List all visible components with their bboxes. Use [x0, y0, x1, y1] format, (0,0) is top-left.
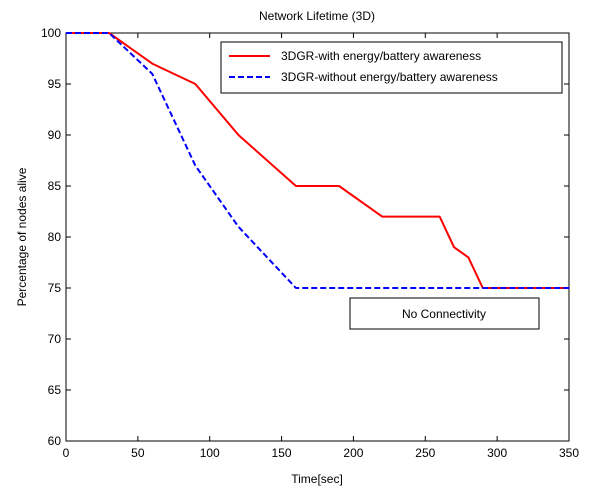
y-tick-label: 80 — [48, 230, 62, 244]
no-connectivity-annotation: No Connectivity — [349, 297, 540, 330]
x-tick-label: 150 — [272, 446, 292, 460]
annotation-box — [349, 297, 540, 330]
x-axis: 0 50 100 150 200 250 300 350 — [63, 33, 579, 460]
y-axis: 60 65 70 75 80 85 90 95 100 — [41, 26, 569, 448]
y-axis-title: Percentage of nodes alive — [15, 167, 29, 306]
x-tick-label: 100 — [200, 446, 220, 460]
chart-title: Network Lifetime (3D) — [259, 9, 375, 23]
legend-box — [220, 41, 563, 94]
legend-label-with-awareness: 3DGR-with energy/battery awareness — [281, 49, 481, 63]
x-tick-label: 0 — [63, 446, 70, 460]
y-tick-label: 85 — [48, 179, 62, 193]
series-line-with-awareness — [66, 32, 569, 289]
series-line-without-awareness — [66, 32, 569, 289]
legend: 3DGR-with energy/battery awareness 3DGR-… — [220, 41, 563, 94]
legend-label-without-awareness: 3DGR-without energy/battery awareness — [281, 70, 498, 84]
annotation-text: No Connectivity — [402, 307, 486, 321]
y-tick-label: 95 — [48, 77, 62, 91]
x-tick-label: 50 — [131, 446, 145, 460]
x-tick-label: 350 — [559, 446, 579, 460]
y-tick-label: 60 — [48, 434, 62, 448]
x-tick-label: 250 — [415, 446, 435, 460]
x-axis-title: Time[sec] — [291, 472, 343, 486]
series-layer — [66, 32, 569, 289]
y-tick-label: 90 — [48, 128, 62, 142]
plot-area — [65, 32, 570, 442]
y-tick-label: 65 — [48, 383, 62, 397]
x-tick-label: 300 — [487, 446, 507, 460]
y-tick-label: 75 — [48, 281, 62, 295]
y-tick-label: 100 — [41, 26, 61, 40]
y-tick-label: 70 — [48, 332, 62, 346]
x-tick-label: 200 — [343, 446, 363, 460]
